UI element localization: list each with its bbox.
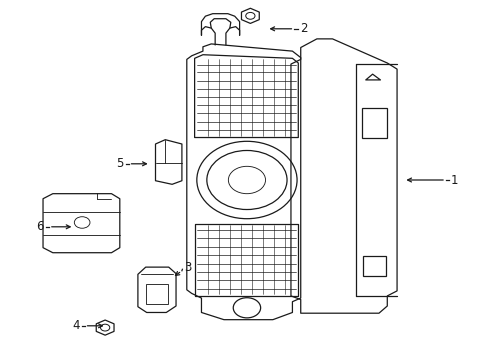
Bar xyxy=(362,256,386,276)
Text: 3: 3 xyxy=(184,261,192,274)
Text: 2: 2 xyxy=(300,22,307,35)
Bar xyxy=(361,108,386,138)
Text: 6: 6 xyxy=(36,220,44,233)
Bar xyxy=(146,284,168,304)
Text: 5: 5 xyxy=(116,157,123,170)
Text: 1: 1 xyxy=(450,174,458,186)
Text: 4: 4 xyxy=(72,319,80,332)
